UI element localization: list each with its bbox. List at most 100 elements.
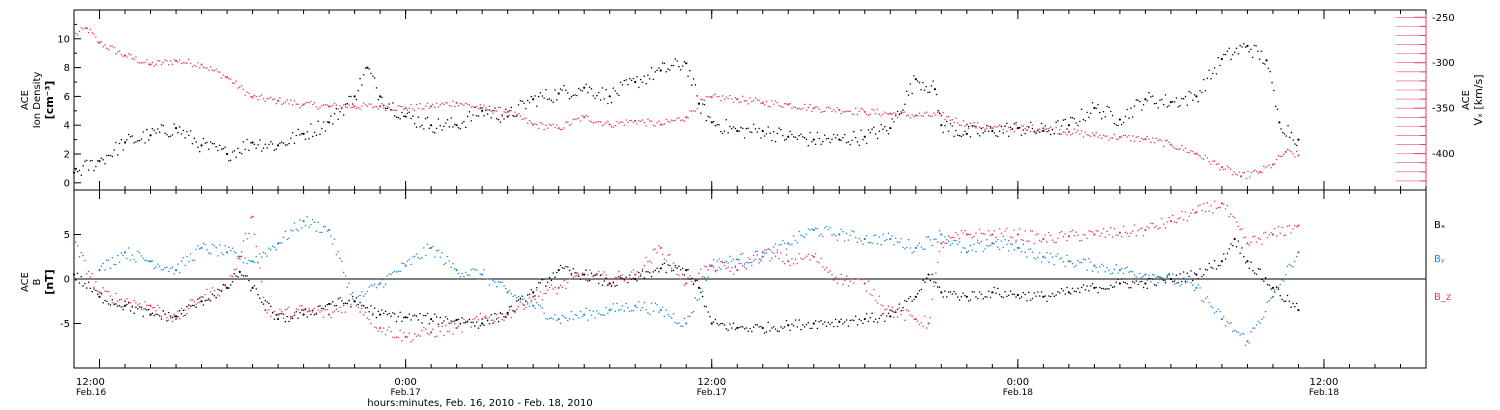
bz-point	[689, 275, 691, 277]
density-point	[443, 125, 445, 128]
bx-point	[268, 302, 270, 305]
density-point	[598, 91, 600, 94]
density-point	[142, 131, 144, 133]
by-point	[506, 291, 509, 294]
by-point	[1171, 273, 1174, 275]
bx-point	[335, 304, 338, 307]
bz-point	[902, 309, 904, 312]
velocity-point	[138, 62, 141, 64]
bz-point	[1002, 235, 1005, 237]
bottom-left-axis-label-line-1: ACE	[20, 272, 31, 292]
density-point	[225, 152, 229, 156]
by-point	[543, 312, 545, 315]
bz-point	[1215, 207, 1218, 210]
velocity-point	[641, 119, 644, 121]
bz-point	[989, 234, 992, 237]
velocity-point	[246, 91, 248, 93]
bz-point	[1042, 237, 1045, 241]
bz-point	[372, 314, 374, 317]
bx-point	[718, 324, 720, 326]
bz-point	[1040, 240, 1043, 243]
density-point	[862, 138, 864, 141]
velocity-point	[831, 110, 833, 113]
bx-point	[392, 312, 394, 314]
bx-point	[213, 295, 216, 297]
by-point	[1111, 272, 1114, 274]
bz-point	[521, 303, 523, 305]
bx-point	[603, 280, 605, 282]
bz-point	[441, 325, 443, 328]
by-point	[1233, 329, 1236, 332]
by-point	[796, 242, 799, 244]
velocity-point	[732, 101, 735, 103]
bx-point	[1288, 300, 1291, 303]
velocity-point	[437, 106, 440, 108]
by-point	[439, 256, 441, 259]
bx-point	[326, 303, 329, 306]
bx-point	[1175, 274, 1178, 277]
density-point	[1262, 62, 1264, 64]
by-point	[936, 241, 939, 243]
bx-point	[372, 313, 374, 315]
by-point	[313, 221, 316, 223]
velocity-point	[630, 119, 633, 122]
velocity-point	[472, 105, 474, 108]
bx-point	[907, 297, 910, 300]
density-point	[517, 104, 520, 106]
bx-point	[492, 322, 494, 324]
density-point	[390, 108, 392, 111]
velocity-point	[627, 121, 629, 124]
bx-point	[452, 320, 454, 323]
velocity-point	[862, 108, 864, 111]
velocity-point	[871, 108, 873, 111]
velocity-point	[417, 107, 420, 110]
density-point	[774, 140, 777, 143]
by-point	[419, 257, 421, 260]
velocity-point	[188, 58, 190, 61]
bx-point	[949, 291, 952, 293]
velocity-point	[293, 100, 296, 102]
bz-point	[703, 265, 706, 267]
velocity-point	[1139, 140, 1141, 143]
density-point	[930, 85, 933, 87]
bz-point	[654, 248, 657, 250]
by-point	[204, 243, 206, 246]
density-point	[204, 142, 206, 144]
bx-point	[680, 268, 682, 271]
velocity-point	[692, 109, 695, 112]
right-y-tick-label: -350	[1432, 104, 1455, 115]
density-point	[667, 68, 669, 70]
velocity-point	[1066, 133, 1068, 136]
bz-point	[1255, 241, 1258, 243]
velocity-point	[716, 95, 718, 98]
density-point	[171, 134, 174, 136]
bz-point	[701, 276, 704, 278]
density-point	[293, 142, 296, 145]
by-point	[1099, 266, 1101, 268]
by-point	[149, 260, 152, 263]
density-point	[1026, 129, 1028, 131]
bx-point	[998, 293, 1001, 296]
velocity-point	[76, 34, 79, 36]
density-point	[135, 141, 137, 143]
density-point	[1106, 105, 1108, 108]
velocity-point	[947, 115, 950, 118]
density-point	[1049, 133, 1052, 136]
density-point	[732, 126, 735, 128]
velocity-point	[146, 59, 148, 61]
velocity-point	[935, 114, 937, 116]
bz-point	[911, 315, 913, 317]
density-point	[1077, 124, 1079, 127]
bottom-left-axis-label-line-3: [nT]	[43, 269, 56, 294]
bx-point	[355, 297, 358, 299]
velocity-point	[1197, 154, 1199, 156]
bx-point	[87, 281, 90, 283]
density-point	[895, 114, 897, 117]
density-point	[947, 130, 950, 132]
by-point	[802, 235, 804, 237]
density-point	[1013, 122, 1015, 125]
by-point	[158, 265, 161, 267]
bz-point	[102, 286, 104, 289]
density-point	[1000, 125, 1003, 128]
by-point	[1257, 320, 1260, 323]
